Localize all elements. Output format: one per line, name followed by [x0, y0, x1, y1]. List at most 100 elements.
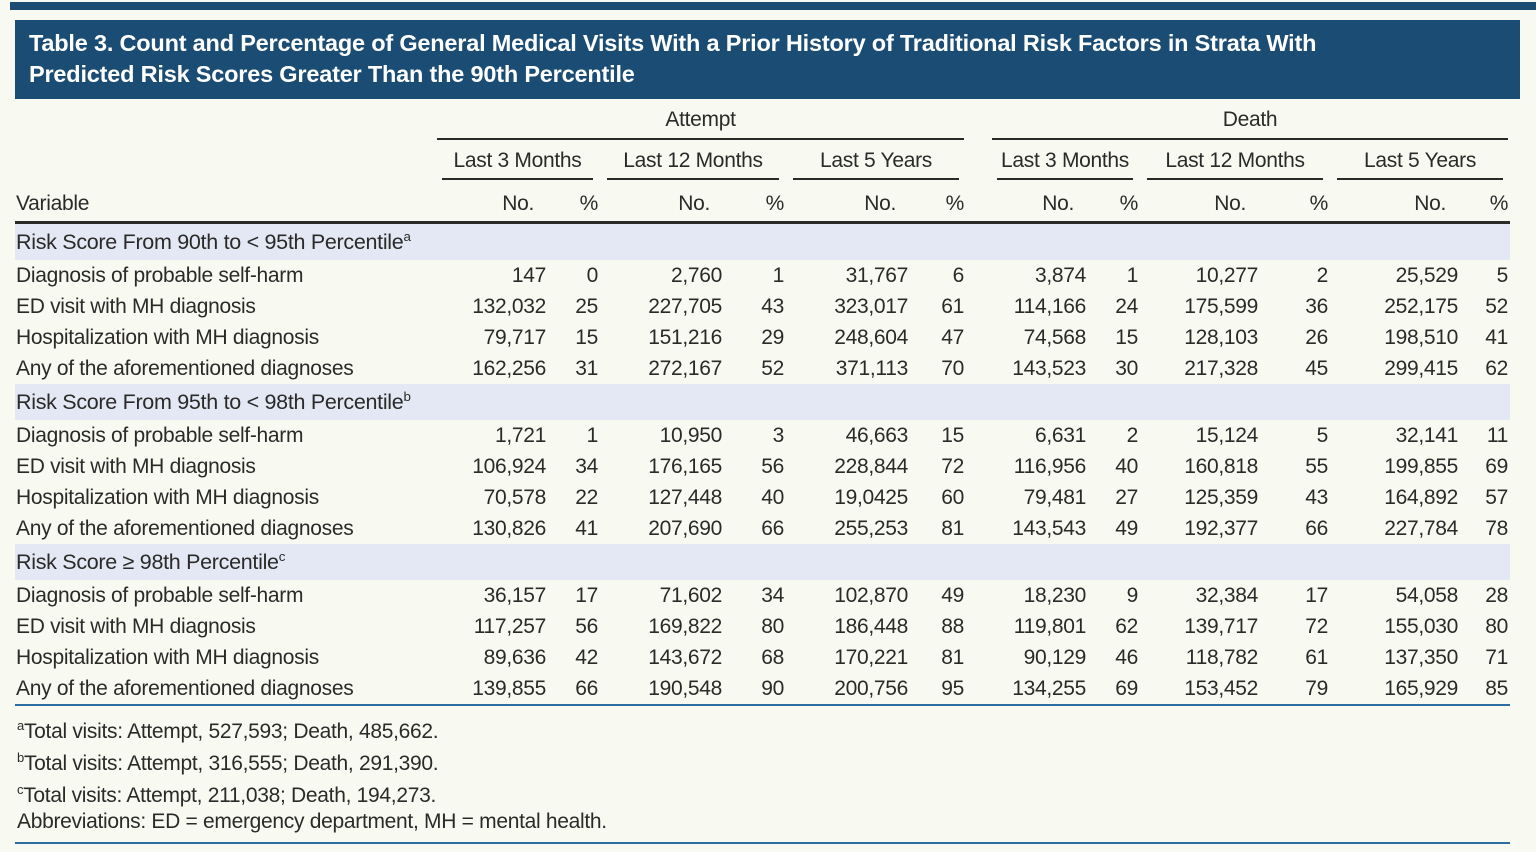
count-value-cell: 169,822 [648, 614, 722, 638]
count-value-cell: 134,255 [1012, 676, 1087, 700]
percent-value-cell: 72 [941, 454, 965, 478]
corner-spacer [15, 140, 435, 180]
percent-value-cell: 40 [1115, 454, 1139, 478]
percent-value-cell: 42 [575, 645, 598, 669]
percent-value-cell: 11 [1486, 423, 1509, 447]
data-table: Attempt Death Last 3 Months Last 12 Months L… [15, 106, 1511, 704]
percent-value-cell: 62 [1115, 614, 1139, 638]
percent-value-cell: 61 [1305, 645, 1329, 669]
percent-value-cell: 69 [1115, 676, 1139, 700]
section-label-cell: Risk Score From 95th to < 98th Percentil… [15, 384, 1511, 420]
section-header-row: Risk Score From 95th to < 98th Percentil… [15, 384, 1511, 420]
section-header-row: Risk Score From 90th to < 95th Percentil… [15, 222, 1511, 260]
percent-value-cell: 56 [761, 454, 784, 478]
percent-value-cell: 15 [941, 423, 965, 447]
row-label: Hospitalization with MH diagnosis [16, 485, 319, 509]
percent-value-cell: 17 [1305, 583, 1329, 607]
footnote-text: Total visits: Attempt, 211,038; Death, 1… [23, 784, 436, 807]
period-header: Last 3 Months [990, 140, 1140, 180]
count-value-cell: 25,529 [1395, 263, 1459, 287]
percent-value-cell: 52 [761, 356, 784, 380]
group-spanner-rule: Death [992, 108, 1509, 140]
group-header-death: Death [990, 106, 1510, 140]
footnote-mark: a [17, 718, 24, 733]
count-value-cell: 228,844 [834, 454, 908, 478]
count-column-header: No. [435, 180, 550, 224]
count-value-cell: 207,690 [648, 516, 722, 540]
data-row: Hospitalization with MH diagnosis 70,578 2… [15, 482, 1510, 513]
group-label: Death [1222, 108, 1278, 131]
period-spanner-rule: Last 3 Months [997, 149, 1134, 180]
count-value-cell: 323,017 [834, 294, 908, 318]
period-label: Last 3 Months [453, 149, 582, 172]
count-value-cell: 90,129 [1023, 645, 1087, 669]
footnote-text: Total visits: Attempt, 316,555; Death, 2… [23, 752, 439, 775]
count-value-cell: 128,103 [1184, 325, 1259, 349]
section-label: Risk Score ≥ 98th Percentile [16, 550, 279, 575]
percent-value-cell: 90 [761, 676, 784, 700]
group-gap [966, 322, 990, 353]
group-gap [966, 673, 990, 704]
percent-column-header: % [1462, 180, 1511, 224]
count-value-cell: 227,784 [1384, 516, 1459, 540]
section-label-cell: Risk Score From 90th to < 95th Percentil… [15, 222, 1511, 260]
period-label: Last 12 Months [1165, 149, 1305, 172]
count-value-cell: 1,721 [494, 423, 546, 447]
group-gap [966, 513, 990, 544]
percent-value-cell: 36 [1305, 294, 1329, 318]
data-row: ED visit with MH diagnosis 106,924 34 176,1… [15, 451, 1510, 482]
count-value-cell: 371,113 [835, 356, 909, 380]
percent-value-cell: 60 [941, 485, 965, 509]
percent-value-cell: 56 [575, 614, 598, 638]
period-header: Last 3 Months [435, 140, 600, 180]
row-label: Hospitalization with MH diagnosis [16, 645, 319, 669]
section-label-cell: Risk Score ≥ 98th Percentilec [15, 544, 1511, 580]
count-value-cell: 248,604 [834, 325, 908, 349]
count-value-cell: 199,855 [1384, 454, 1459, 478]
row-label: ED visit with MH diagnosis [16, 294, 256, 318]
section-header-row: Risk Score ≥ 98th Percentilec [15, 544, 1511, 580]
data-row: Diagnosis of probable self-harm 36,157 17 7… [15, 580, 1510, 611]
period-header: Last 5 Years [1330, 140, 1510, 180]
count-value-cell: 6,631 [1034, 423, 1087, 447]
count-value-cell: 15,124 [1195, 423, 1259, 447]
row-label: Diagnosis of probable self-harm [16, 263, 304, 287]
footnote-mark: c [17, 782, 24, 797]
count-value-cell: 10,950 [659, 423, 723, 447]
percent-value-cell: 40 [761, 485, 784, 509]
percent-value-cell: 5 [1496, 263, 1509, 287]
count-value-cell: 139,717 [1184, 614, 1259, 638]
count-value-cell: 137,350 [1384, 645, 1459, 669]
period-label: Last 12 Months [623, 149, 763, 172]
row-label: Any of the aforementioned diagnoses [16, 356, 354, 380]
percent-value-cell: 24 [1115, 294, 1139, 318]
data-row: Any of the aforementioned diagnoses 139,8… [15, 673, 1510, 704]
footnote-line: bTotal visits: Attempt, 316,555; Death, … [17, 745, 1510, 777]
count-column-header: No. [600, 180, 726, 224]
percent-value-cell: 1 [1126, 263, 1139, 287]
count-value-cell: 106,924 [472, 454, 546, 478]
footnote-line: aTotal visits: Attempt, 527,593; Death, … [17, 713, 1510, 745]
group-gap [966, 106, 990, 140]
footnote-text: Total visits: Attempt, 527,593; Death, 4… [23, 720, 439, 743]
percent-value-cell: 46 [1115, 645, 1139, 669]
count-value-cell: 252,175 [1384, 294, 1459, 318]
count-value-cell: 70,578 [483, 485, 547, 509]
percent-value-cell: 72 [1305, 614, 1329, 638]
count-value-cell: 139,855 [472, 676, 546, 700]
count-value-cell: 147 [511, 263, 546, 287]
count-value-cell: 19,0425 [834, 485, 908, 509]
row-label: Any of the aforementioned diagnoses [16, 676, 354, 700]
group-gap [966, 140, 990, 180]
percent-value-cell: 9 [1126, 583, 1139, 607]
table-header: Attempt Death Last 3 Months Last 12 Months L… [15, 106, 1511, 224]
percent-value-cell: 66 [1305, 516, 1329, 540]
period-spanner-rule: Last 12 Months [1147, 149, 1324, 180]
percent-value-cell: 85 [1485, 676, 1509, 700]
count-value-cell: 114,166 [1013, 294, 1087, 318]
percent-value-cell: 34 [575, 454, 598, 478]
percent-value-cell: 88 [941, 614, 965, 638]
percent-value-cell: 5 [1316, 423, 1329, 447]
footnotes: aTotal visits: Attempt, 527,593; Death, … [15, 704, 1510, 844]
